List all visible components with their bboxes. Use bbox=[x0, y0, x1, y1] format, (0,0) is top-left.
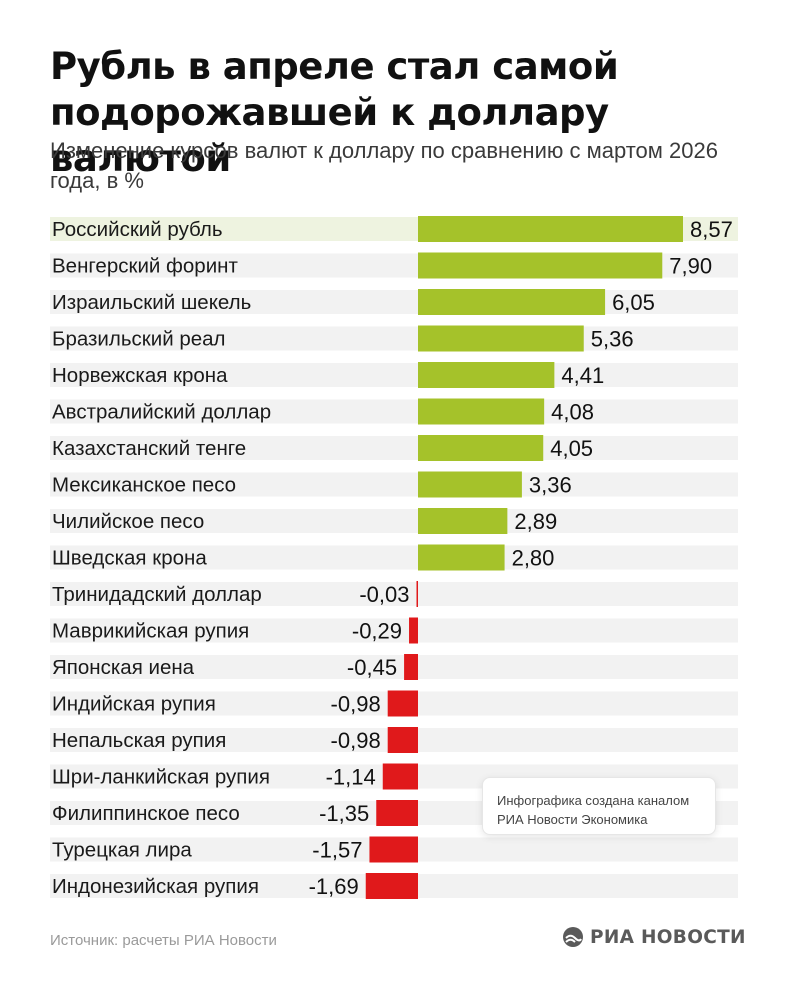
value-label: -0,03 bbox=[359, 582, 409, 607]
category-label: Российский рубль bbox=[52, 218, 223, 241]
value-label: 4,08 bbox=[551, 400, 594, 425]
value-label: 3,36 bbox=[529, 473, 572, 498]
row-band bbox=[50, 363, 738, 387]
brand-name: РИА НОВОСТИ bbox=[590, 926, 746, 948]
chart-title: Рубль в апреле стал самой подорожавшей к… bbox=[50, 45, 619, 180]
value-label: 5,36 bbox=[591, 327, 634, 352]
category-label: Маврикийская рупия bbox=[52, 620, 249, 643]
bar bbox=[418, 289, 606, 315]
bar bbox=[387, 690, 418, 717]
category-label: Норвежская крона bbox=[52, 364, 228, 387]
bar bbox=[365, 873, 418, 899]
bar bbox=[369, 836, 418, 863]
category-label: Израильский шекель bbox=[52, 291, 251, 314]
bar bbox=[376, 800, 418, 826]
category-label: Венгерский форинт bbox=[52, 255, 238, 278]
note-line-1: Инфографика создана каналом bbox=[497, 793, 690, 808]
bar bbox=[387, 727, 418, 753]
bar bbox=[418, 508, 508, 534]
bar bbox=[418, 544, 505, 571]
value-label: -0,98 bbox=[331, 728, 381, 753]
value-label: -0,29 bbox=[352, 619, 402, 644]
channel-note: Инфографика создана каналом РИА Новости … bbox=[482, 777, 716, 835]
category-label: Казахстанский тенге bbox=[52, 437, 246, 460]
chart-subtitle: Изменение курсов валют к доллару по срав… bbox=[50, 138, 718, 193]
value-label: -1,14 bbox=[326, 765, 376, 790]
value-label: 4,41 bbox=[561, 363, 604, 388]
value-label: -1,57 bbox=[312, 838, 362, 863]
bar bbox=[418, 398, 545, 425]
value-label: -1,69 bbox=[309, 874, 359, 899]
row-band bbox=[50, 436, 738, 460]
ria-logo-icon bbox=[563, 927, 583, 947]
row-band bbox=[50, 326, 738, 351]
row-band bbox=[50, 472, 738, 497]
note-line-2: РИА Новости Экономика bbox=[497, 812, 648, 827]
value-label: 8,57 bbox=[690, 217, 733, 242]
brand-logo: РИА НОВОСТИ bbox=[562, 926, 746, 948]
category-label: Чилийское песо bbox=[52, 510, 204, 533]
bar bbox=[416, 581, 418, 607]
value-label: 2,89 bbox=[514, 509, 557, 534]
category-label: Шведская крона bbox=[52, 547, 207, 570]
bar bbox=[418, 471, 522, 498]
row-band bbox=[50, 509, 738, 533]
bar bbox=[418, 252, 663, 279]
bar bbox=[418, 216, 683, 242]
bar bbox=[409, 617, 418, 644]
category-label: Мексиканское песо bbox=[52, 474, 236, 497]
category-label: Турецкая лира bbox=[52, 839, 192, 862]
value-label: 7,90 bbox=[669, 254, 712, 279]
bar bbox=[418, 435, 544, 461]
bar-chart: Российский рубль 8,57 Венгерский форинт 7,9… bbox=[50, 216, 738, 899]
value-label: -1,35 bbox=[319, 801, 369, 826]
category-label: Индийская рупия bbox=[52, 693, 216, 716]
row-band bbox=[50, 545, 738, 570]
value-label: 4,05 bbox=[550, 436, 593, 461]
row-band bbox=[50, 290, 738, 314]
row-band bbox=[50, 399, 738, 424]
category-label: Шри-ланкийская рупия bbox=[52, 766, 270, 789]
value-label: 6,05 bbox=[612, 290, 655, 315]
bar bbox=[382, 763, 418, 790]
category-label: Бразильский реал bbox=[52, 328, 226, 351]
category-label: Непальская рупия bbox=[52, 729, 226, 752]
bar bbox=[418, 362, 555, 388]
category-label: Австралийский доллар bbox=[52, 401, 271, 424]
row-band bbox=[50, 618, 738, 643]
row-band bbox=[50, 655, 738, 679]
category-label: Японская иена bbox=[52, 656, 195, 679]
category-label: Филиппинское песо bbox=[52, 802, 240, 825]
value-label: -0,45 bbox=[347, 655, 397, 680]
value-label: -0,98 bbox=[331, 692, 381, 717]
category-label: Тринидадский доллар bbox=[52, 583, 262, 606]
source-note: Источник: расчеты РИА Новости bbox=[50, 932, 277, 949]
bar bbox=[418, 325, 584, 352]
bar bbox=[404, 654, 418, 680]
category-label: Индонезийская рупия bbox=[52, 875, 259, 898]
value-label: 2,80 bbox=[512, 546, 555, 571]
row-band bbox=[50, 582, 738, 606]
